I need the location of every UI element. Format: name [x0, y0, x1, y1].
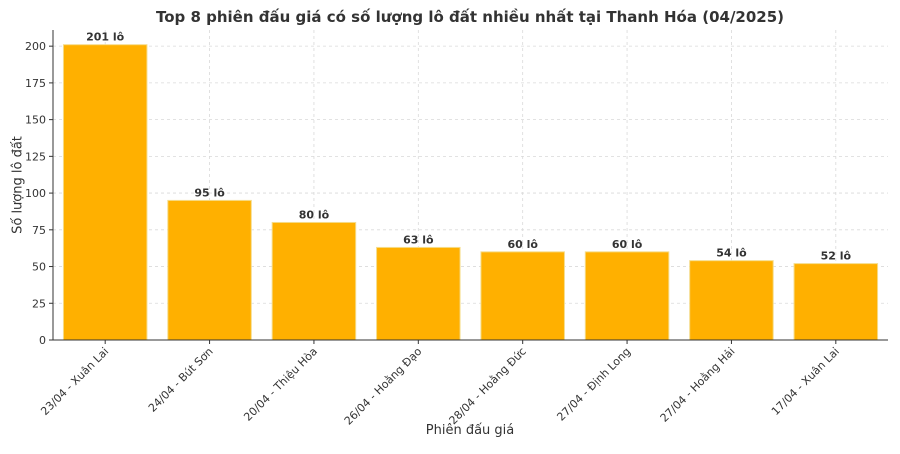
y-tick-label: 200 — [25, 40, 46, 53]
bar — [167, 199, 252, 341]
x-tick-label: 23/04 - Xuân Lai — [38, 345, 111, 418]
bar-value-label: 95 lô — [194, 186, 225, 199]
bar — [480, 251, 565, 341]
x-tick-label: 26/04 - Hoằng Đạo — [342, 345, 425, 428]
x-tick-label: 17/04 - Xuân Lai — [769, 345, 842, 418]
bar-value-label: 80 lô — [299, 208, 330, 221]
bar — [793, 263, 879, 341]
x-tick-label: 28/04 - Hoằng Đức — [446, 345, 528, 427]
y-tick-label: 50 — [32, 261, 46, 274]
y-axis-label: Số lượng lô đất — [10, 136, 26, 234]
y-tick-label: 75 — [32, 224, 46, 237]
x-tick-label: 27/04 - Định Long — [554, 345, 633, 424]
x-tick-label: 27/04 - Hoằng Hải — [658, 345, 738, 425]
y-tick-label: 175 — [25, 77, 46, 90]
y-tick-label: 125 — [25, 150, 46, 163]
bar-value-label: 54 lô — [716, 247, 747, 260]
bar — [271, 221, 357, 341]
bar-value-label: 60 lô — [612, 238, 643, 251]
x-axis-label: Phiên đấu giá — [425, 423, 515, 438]
bar-value-label: 63 lô — [403, 233, 434, 246]
bar-value-label: 201 lô — [86, 31, 125, 44]
bar-value-label: 52 lô — [821, 250, 852, 263]
bar — [62, 44, 148, 341]
y-tick-label: 0 — [39, 334, 46, 347]
x-tick-label: 20/04 - Thiệu Hòa — [241, 345, 320, 424]
bar-value-label: 60 lô — [507, 238, 538, 251]
bar — [584, 251, 670, 341]
x-tick-label: 24/04 - Bút Sơn — [146, 345, 216, 415]
y-tick-label: 100 — [25, 187, 46, 200]
bar — [689, 260, 774, 341]
bar — [376, 246, 461, 341]
y-tick-label: 25 — [32, 297, 46, 310]
chart-title: Top 8 phiên đấu giá có số lượng lô đất n… — [155, 8, 785, 26]
y-tick-label: 150 — [25, 114, 46, 127]
